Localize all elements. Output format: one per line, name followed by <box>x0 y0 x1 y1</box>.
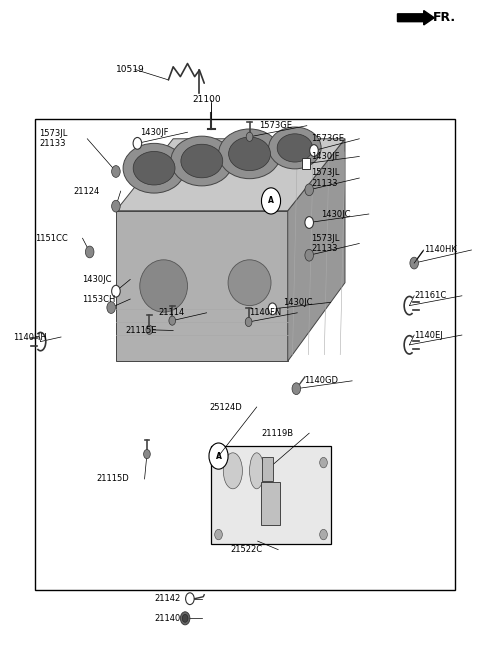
Text: 1140GD: 1140GD <box>304 376 338 386</box>
Text: 1430JF: 1430JF <box>312 152 340 161</box>
Polygon shape <box>288 139 345 361</box>
Ellipse shape <box>228 137 271 171</box>
Text: 1151CC: 1151CC <box>35 234 68 242</box>
Text: 21114: 21114 <box>159 308 185 317</box>
Bar <box>262 482 280 525</box>
Text: A: A <box>216 451 221 461</box>
Polygon shape <box>116 139 345 211</box>
Circle shape <box>112 200 120 212</box>
Ellipse shape <box>218 129 281 179</box>
Ellipse shape <box>250 453 264 489</box>
Bar <box>35 119 455 590</box>
Circle shape <box>292 383 300 395</box>
Text: 21124: 21124 <box>73 187 99 196</box>
Text: 1573GE: 1573GE <box>312 134 345 143</box>
Text: 1140EJ: 1140EJ <box>414 330 443 340</box>
Circle shape <box>133 137 142 149</box>
Text: 21140: 21140 <box>154 614 180 623</box>
FancyArrow shape <box>397 11 434 25</box>
Text: 21115E: 21115E <box>125 326 157 335</box>
Circle shape <box>410 257 419 269</box>
Text: 1430JC: 1430JC <box>83 275 112 284</box>
Circle shape <box>209 443 228 469</box>
Circle shape <box>305 217 313 229</box>
Text: 21119B: 21119B <box>262 428 294 438</box>
Circle shape <box>186 593 194 604</box>
Ellipse shape <box>277 134 312 162</box>
Text: 1140HK: 1140HK <box>424 246 456 254</box>
Circle shape <box>268 303 277 315</box>
Text: 21100: 21100 <box>192 95 221 104</box>
Circle shape <box>215 457 222 468</box>
Circle shape <box>112 166 120 177</box>
Ellipse shape <box>140 260 188 312</box>
Polygon shape <box>116 211 288 361</box>
Ellipse shape <box>223 453 242 489</box>
Circle shape <box>320 530 327 540</box>
Circle shape <box>107 302 116 313</box>
Circle shape <box>320 457 327 468</box>
Bar <box>211 446 331 545</box>
Text: 1573GE: 1573GE <box>259 121 292 130</box>
Circle shape <box>182 614 188 622</box>
Text: A: A <box>268 196 274 206</box>
Text: 1153CH: 1153CH <box>83 294 116 304</box>
Text: 1430JC: 1430JC <box>321 210 350 219</box>
Circle shape <box>245 317 252 327</box>
Circle shape <box>215 530 222 540</box>
Text: FR.: FR. <box>433 11 456 24</box>
Text: 1573JL
21133: 1573JL 21133 <box>312 234 340 253</box>
Bar <box>262 457 274 481</box>
Ellipse shape <box>181 145 223 178</box>
Text: 10519: 10519 <box>116 65 144 74</box>
Circle shape <box>246 132 253 141</box>
Ellipse shape <box>171 136 233 186</box>
Circle shape <box>169 316 176 325</box>
Circle shape <box>262 188 281 214</box>
Ellipse shape <box>228 260 271 306</box>
Text: 21142: 21142 <box>154 594 180 603</box>
Circle shape <box>146 325 153 334</box>
Circle shape <box>112 285 120 297</box>
Text: 25124D: 25124D <box>209 403 242 411</box>
Circle shape <box>305 184 313 196</box>
Text: 1573JL
21133: 1573JL 21133 <box>39 129 68 148</box>
Circle shape <box>85 246 94 258</box>
Text: 21115D: 21115D <box>97 474 130 484</box>
Text: 1140FN: 1140FN <box>250 308 282 317</box>
Ellipse shape <box>123 143 185 193</box>
Ellipse shape <box>133 151 175 185</box>
Text: 21522C: 21522C <box>230 545 263 554</box>
Text: 1430JC: 1430JC <box>283 298 312 307</box>
Text: 1140HH: 1140HH <box>13 332 47 342</box>
Circle shape <box>310 145 318 156</box>
Circle shape <box>305 250 313 261</box>
Ellipse shape <box>269 127 321 169</box>
Circle shape <box>144 449 150 459</box>
Text: 1430JF: 1430JF <box>140 127 168 137</box>
Text: 21161C: 21161C <box>414 291 446 300</box>
Bar <box>302 158 310 169</box>
Text: 1573JL
21133: 1573JL 21133 <box>312 168 340 188</box>
Circle shape <box>180 612 190 625</box>
